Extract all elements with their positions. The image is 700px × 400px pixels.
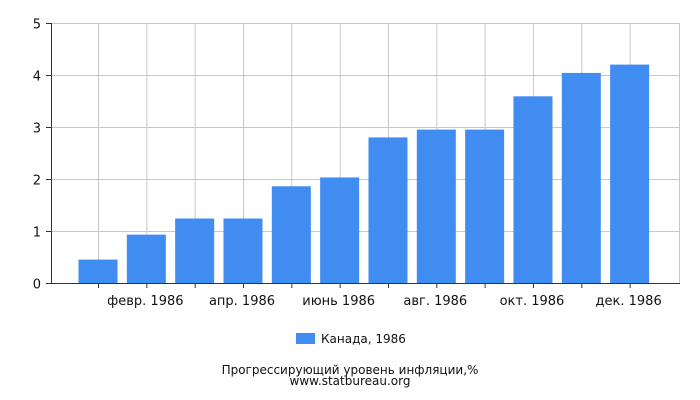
source-url: www.statbureau.org	[290, 374, 411, 388]
bar	[78, 259, 118, 283]
bar	[271, 186, 311, 283]
y-tick-label: 5	[33, 18, 41, 33]
x-tick-label: окт. 1986	[500, 294, 565, 309]
x-tick-label: июнь 1986	[302, 294, 375, 309]
bar	[126, 234, 166, 283]
x-axis-tick-labels: февр. 1986 апр. 1986 июнь 1986 авг. 1986 окт…	[107, 294, 662, 309]
y-tick-label: 3	[33, 122, 41, 137]
bar	[561, 72, 601, 283]
bar	[175, 218, 215, 283]
legend-label: Канада, 1986	[321, 332, 406, 346]
bar-series	[78, 64, 650, 283]
bar	[610, 64, 650, 283]
bar	[416, 129, 456, 283]
bar	[223, 218, 263, 283]
x-tick-label: дек. 1986	[596, 294, 662, 309]
bar	[368, 137, 408, 283]
y-tick-label: 4	[33, 70, 41, 85]
y-tick-label: 0	[33, 278, 41, 293]
chart-title: Прогрессирующий уровень инфляции,%	[222, 363, 479, 377]
bar	[465, 129, 505, 283]
x-tick-label: февр. 1986	[107, 294, 183, 309]
y-axis-tick-labels: 0 1 2 3 4 5	[33, 18, 41, 293]
y-tick-label: 1	[33, 226, 41, 241]
bar	[320, 177, 360, 283]
x-tick-label: апр. 1986	[209, 294, 275, 309]
x-tick-label: авг. 1986	[403, 294, 467, 309]
legend-swatch	[296, 333, 315, 344]
axes	[46, 23, 680, 288]
bar	[513, 96, 553, 283]
legend: Канада, 1986	[296, 332, 406, 346]
y-tick-label: 2	[33, 174, 41, 189]
